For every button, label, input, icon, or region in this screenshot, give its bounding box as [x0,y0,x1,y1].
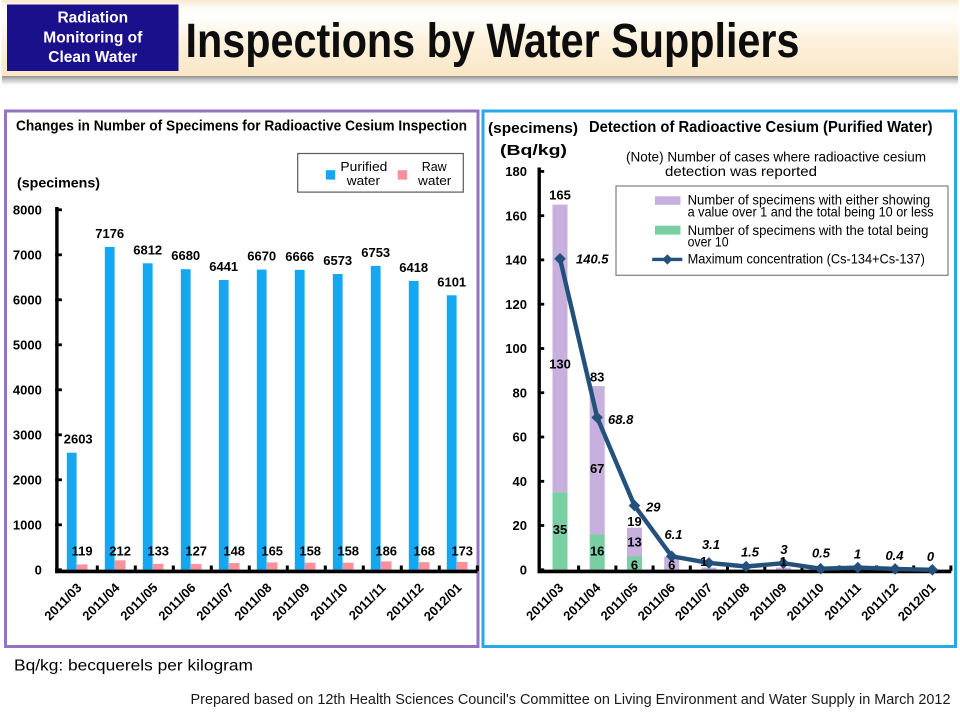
svg-text:0: 0 [927,549,935,564]
svg-text:Bq/kg: becquerels per kilogram: Bq/kg: becquerels per kilogram [14,658,253,675]
svg-text:2000: 2000 [13,472,42,487]
svg-text:Purified: Purified [340,159,387,174]
svg-text:160: 160 [505,208,527,223]
svg-text:8000: 8000 [13,202,42,217]
svg-text:Inspections by Water Suppliers: Inspections by Water Suppliers [186,15,800,68]
svg-text:(Bq/kg): (Bq/kg) [500,142,567,159]
svg-text:20: 20 [513,518,527,533]
svg-text:60: 60 [513,430,527,445]
svg-text:0.5: 0.5 [812,546,831,561]
svg-text:7176: 7176 [95,226,124,241]
svg-text:(specimens): (specimens) [17,175,100,191]
svg-text:158: 158 [299,543,321,558]
svg-text:100: 100 [505,341,527,356]
svg-text:173: 173 [451,543,473,558]
svg-text:Monitoring of: Monitoring of [43,29,143,46]
svg-text:148: 148 [223,543,245,558]
svg-text:13: 13 [627,535,641,550]
svg-text:6812: 6812 [133,242,162,257]
svg-text:1: 1 [854,547,861,562]
svg-text:35: 35 [553,522,567,537]
svg-text:Changes in Number of Specimens: Changes in Number of Specimens for Radio… [16,118,467,135]
svg-text:16: 16 [590,544,604,559]
svg-text:6101: 6101 [437,274,466,289]
svg-text:140.5: 140.5 [576,252,609,267]
svg-text:212: 212 [109,543,131,558]
svg-text:Clean Water: Clean Water [48,49,137,66]
svg-text:6753: 6753 [361,245,390,260]
svg-text:(Note) Number of cases where r: (Note) Number of cases where radioactive… [626,149,926,165]
svg-text:40: 40 [513,474,527,489]
svg-text:3000: 3000 [13,427,42,442]
svg-text:6418: 6418 [399,260,428,275]
svg-text:3: 3 [780,542,788,557]
svg-text:1: 1 [700,554,707,569]
svg-text:165: 165 [549,188,571,203]
svg-text:119: 119 [72,543,93,558]
svg-text:127: 127 [185,543,207,558]
svg-text:3.1: 3.1 [702,537,720,552]
svg-text:Detection of Radioactive Cesiu: Detection of Radioactive Cesium (Purifie… [589,119,933,136]
svg-text:6000: 6000 [13,292,42,307]
svg-text:6: 6 [668,557,675,572]
svg-text:6680: 6680 [171,248,200,263]
svg-text:Maximum concentration (Cs-134+: Maximum concentration (Cs-134+Cs-137) [688,250,925,266]
svg-text:83: 83 [590,370,604,385]
svg-text:2603: 2603 [64,432,93,447]
svg-text:29: 29 [645,500,661,515]
svg-text:water: water [346,173,381,188]
svg-text:6.1: 6.1 [664,527,682,542]
svg-text:Number of specimens with the t: Number of specimens with the total being [688,222,929,238]
svg-text:180: 180 [505,164,527,179]
svg-text:80: 80 [513,385,527,400]
svg-text:186: 186 [375,543,397,558]
svg-text:7000: 7000 [13,247,42,262]
svg-text:1000: 1000 [13,517,42,532]
svg-text:over 10: over 10 [688,233,729,249]
svg-text:a value over 1 and the total b: a value over 1 and the total being 10 or… [688,204,934,220]
svg-text:68.8: 68.8 [608,412,634,427]
svg-text:(specimens): (specimens) [488,120,578,137]
svg-text:19: 19 [627,514,641,529]
svg-text:165: 165 [261,543,283,558]
svg-text:6: 6 [631,557,638,572]
svg-text:158: 158 [337,543,359,558]
svg-text:1: 1 [780,554,787,569]
svg-text:6666: 6666 [285,249,314,264]
svg-text:168: 168 [413,543,435,558]
svg-text:120: 120 [505,297,527,312]
svg-text:5000: 5000 [13,337,42,352]
svg-text:detection was reported: detection was reported [665,163,817,179]
svg-text:water: water [417,173,452,188]
svg-text:4000: 4000 [13,382,42,397]
svg-text:0: 0 [520,562,527,577]
svg-text:140: 140 [505,253,527,268]
svg-text:Number of specimens with eithe: Number of specimens with either showing [688,192,931,208]
svg-text:6573: 6573 [323,253,352,268]
svg-text:133: 133 [147,543,169,558]
svg-text:6441: 6441 [209,259,238,274]
svg-text:1.5: 1.5 [741,545,760,560]
svg-text:Prepared based on 12th Health: Prepared based on 12th Health Sciences C… [191,692,951,708]
svg-text:6670: 6670 [247,249,276,264]
svg-text:Raw: Raw [422,159,448,174]
svg-text:67: 67 [590,461,604,476]
svg-text:130: 130 [549,357,571,372]
svg-text:0.4: 0.4 [885,548,904,563]
svg-text:0: 0 [35,562,42,577]
svg-text:Radiation: Radiation [57,10,128,27]
